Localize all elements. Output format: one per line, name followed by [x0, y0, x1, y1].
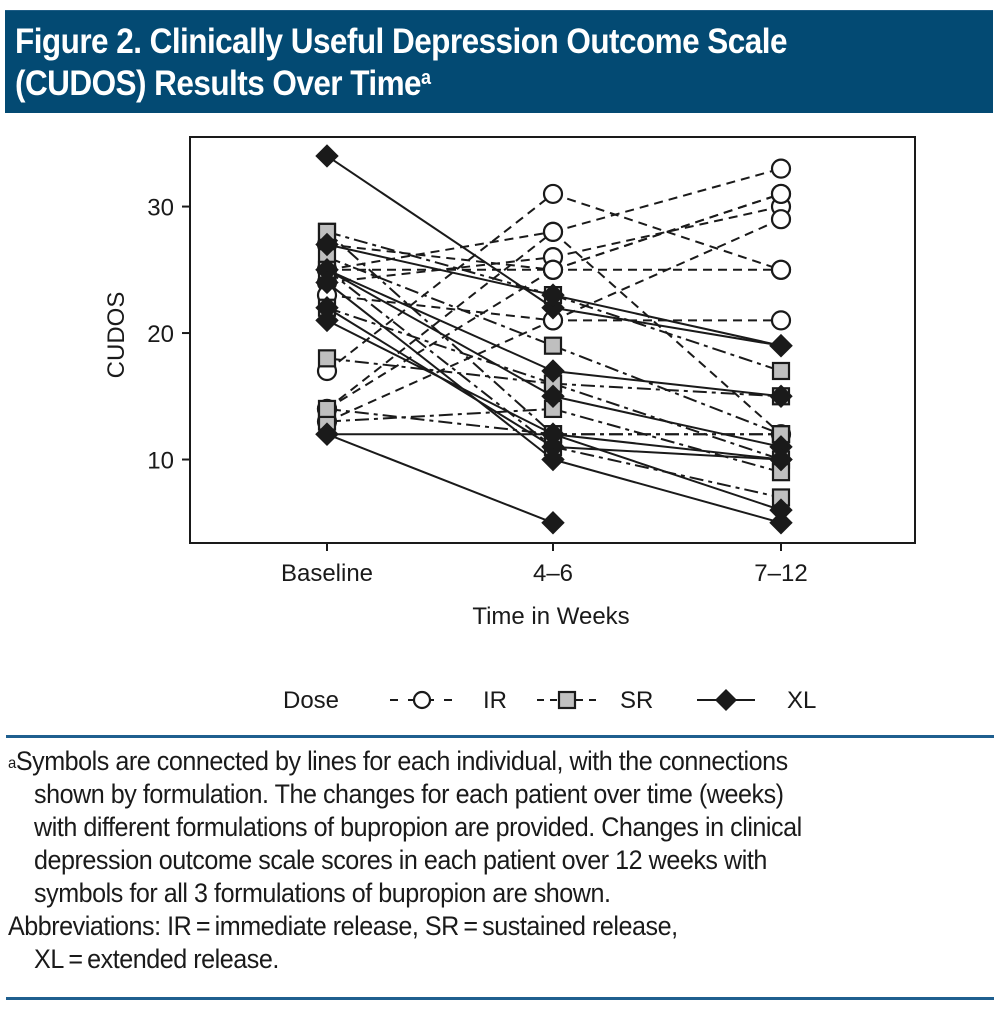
data-point-ir	[542, 183, 564, 205]
figure-title-line-2: (CUDOS) Results Over Timea	[15, 63, 987, 105]
data-point-xl	[541, 384, 565, 408]
legend-title: Dose	[283, 687, 339, 714]
x-axis-label: Time in Weeks	[472, 603, 629, 630]
series-line-ir	[326, 230, 554, 271]
footnote-line-3: with different formulations of bupropion…	[34, 812, 802, 842]
legend-marker-sr-icon	[557, 690, 577, 710]
series-line-xl	[552, 445, 782, 461]
legend-marker-ir-icon	[412, 690, 432, 710]
data-point-sr	[771, 361, 791, 381]
series-line-xl	[326, 433, 554, 524]
series-line-sr	[552, 407, 782, 474]
data-point-ir	[770, 158, 792, 179]
footnote-superscript: a	[8, 755, 16, 772]
series-line-ir	[326, 243, 554, 271]
series-line-sr	[326, 256, 554, 347]
data-point-ir	[770, 310, 792, 331]
data-point-ir	[542, 259, 564, 280]
data-point-sr	[317, 349, 337, 368]
data-point-xl	[315, 296, 339, 320]
figure-title-line-1: Figure 2. Clinically Useful Depression O…	[15, 22, 787, 61]
figure-header: Figure 2. Clinically Useful Depression O…	[5, 10, 993, 113]
data-point-xl	[315, 422, 339, 446]
series-line-sr	[326, 306, 554, 385]
data-point-xl	[541, 296, 565, 320]
legend-marker-xl-icon	[715, 689, 737, 711]
y-tick-label: 30	[147, 195, 174, 222]
footnote-line-1: aSymbols are connected by lines for each…	[8, 745, 929, 778]
footnote-line-4: depression outcome scale scores in each …	[34, 845, 767, 875]
series-line-xl	[326, 268, 554, 398]
series-line-ir	[552, 192, 782, 271]
data-point-xl	[769, 447, 793, 472]
bottom-rule	[6, 997, 994, 1000]
footnote-line-5: symbols for all 3 formulations of buprop…	[34, 878, 611, 908]
data-point-sr	[543, 336, 563, 355]
data-point-ir	[770, 209, 792, 230]
series-line-xl	[326, 268, 554, 372]
series-lines	[326, 155, 782, 524]
x-tick-label: 7–12	[754, 560, 807, 587]
series-line-xl	[552, 433, 782, 461]
series-line-sr	[326, 230, 554, 297]
data-point-xl	[541, 422, 565, 446]
data-point-ir	[542, 221, 564, 242]
legend-label-sr: SR	[620, 687, 653, 714]
footnote-text: Symbols are connected by lines for each …	[15, 746, 788, 776]
data-point-xl	[541, 447, 565, 472]
series-line-sr	[326, 269, 554, 448]
cudos-chart: 10 20 30 Baseline 4–6 7–12 CUDOS Time in Wee…	[103, 136, 916, 714]
legend: Dose IR SR XL	[283, 687, 816, 714]
x-tick-label: 4–6	[533, 560, 573, 587]
top-rule	[6, 735, 994, 738]
series-markers	[315, 144, 793, 535]
figure-title: Figure 2. Clinically Useful Depression O…	[15, 21, 987, 105]
series-line-ir	[326, 193, 554, 372]
abbreviations-line-2: XL = extended release.	[34, 944, 279, 974]
y-axis: 10 20 30	[147, 195, 190, 475]
series-line-sr	[552, 382, 782, 398]
y-axis-label: CUDOS	[103, 292, 130, 379]
data-point-ir	[770, 183, 792, 205]
series-line-xl	[326, 243, 554, 297]
data-point-xl	[769, 384, 793, 408]
series-line-xl	[552, 458, 782, 524]
data-point-xl	[769, 333, 793, 358]
series-line-xl	[552, 294, 782, 347]
series-line-xl	[326, 155, 554, 309]
figure-title-line-2-text: (CUDOS) Results Over Time	[15, 64, 422, 103]
data-point-ir	[770, 259, 792, 280]
data-point-xl	[769, 511, 793, 535]
series-line-ir	[552, 167, 782, 233]
series-line-sr	[326, 407, 554, 423]
series-line-ir	[552, 205, 782, 259]
y-tick-label: 20	[147, 321, 174, 348]
data-point-sr	[317, 399, 337, 419]
data-point-xl	[541, 511, 565, 535]
series-line-ir	[326, 268, 554, 410]
data-point-xl	[541, 359, 565, 383]
series-line-xl	[552, 369, 782, 398]
y-tick-label: 10	[147, 448, 174, 475]
footnote: aSymbols are connected by lines for each…	[8, 745, 929, 976]
series-line-xl	[326, 281, 554, 461]
figure-title-superscript: a	[421, 67, 431, 89]
abbreviations-line-1: Abbreviations: IR = immediate release, S…	[8, 911, 678, 941]
data-point-xl	[541, 283, 565, 307]
series-line-ir	[552, 218, 782, 322]
data-point-xl	[315, 270, 339, 295]
x-tick-label: Baseline	[281, 560, 373, 587]
legend-label-xl: XL	[787, 687, 816, 714]
series-line-sr	[552, 294, 782, 372]
series-line-xl	[552, 395, 782, 448]
series-line-xl	[552, 306, 782, 347]
data-point-xl	[315, 232, 339, 257]
legend-label-ir: IR	[483, 687, 507, 714]
data-point-xl	[315, 144, 339, 168]
series-line-xl	[326, 306, 554, 448]
footnote-line-2: shown by formulation. The changes for ea…	[34, 779, 784, 809]
x-axis: Baseline 4–6 7–12	[281, 543, 808, 587]
series-line-xl	[552, 433, 782, 512]
data-point-xl	[315, 308, 339, 333]
